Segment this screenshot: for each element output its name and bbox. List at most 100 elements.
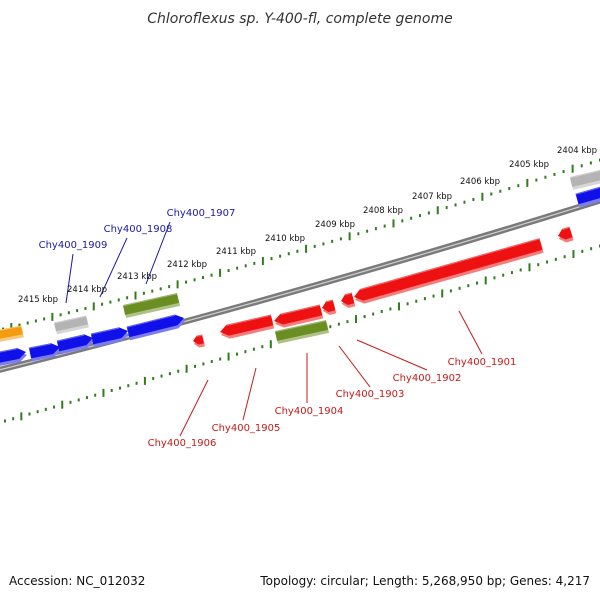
upper-scale-tick [142, 291, 145, 295]
gene-labels: Chy400_1907 Chy400_1908 Chy400_1909 Chy400_… [39, 208, 517, 449]
lower-scale-tick [528, 263, 531, 272]
kbp-markers: 2404 kbp 2405 kbp 2406 kbp 2407 kbp 2408 kbp… [18, 146, 597, 305]
lower-scale-tick [458, 286, 461, 290]
upper-scale-tick [176, 280, 179, 289]
lower-scale-tick [4, 419, 6, 423]
lower-scale-tick [110, 388, 113, 392]
lower-scale-tick [210, 359, 213, 363]
gene-forward-1908 [90, 327, 129, 348]
label-leader-line [242, 367, 257, 421]
upper-scale-tick [92, 302, 95, 311]
gene-reverse-1902 [341, 292, 356, 308]
lower-scale-tick [12, 417, 15, 421]
upper-scale-tick [296, 249, 299, 253]
upper-scale-tick [472, 197, 475, 201]
gene-label-reverse: Chy400_1902 [393, 373, 462, 384]
label-leader-line [179, 379, 209, 437]
lower-scale-tick [227, 352, 230, 361]
lower-scale-tick [502, 273, 505, 277]
upper-scale-tick [339, 237, 342, 241]
upper-scale-tick [51, 312, 54, 321]
lower-scale-tick [563, 255, 566, 259]
lower-scale-tick [380, 309, 383, 313]
lower-scale-tick [127, 384, 130, 388]
lower-scale-tick [102, 388, 105, 397]
upper-scale-tick [185, 280, 188, 284]
gene-grey-partial [569, 170, 600, 190]
lower-scale-tick [177, 369, 180, 373]
lower-scale-tick [261, 345, 264, 349]
lower-scale-tick [202, 362, 205, 366]
gene-label-reverse: Chy400_1904 [275, 406, 344, 417]
kbp-marker: 2409 kbp [315, 220, 355, 230]
lower-scale-tick [355, 315, 357, 324]
kbp-marker: 2410 kbp [265, 234, 305, 244]
upper-scale-tick [270, 257, 273, 261]
label-leader-line [356, 339, 428, 371]
upper-scale-tick [331, 239, 334, 243]
gene-grey-1909 [54, 315, 89, 335]
lower-scale-tick [143, 376, 146, 385]
upper-scale-tick [481, 192, 484, 201]
lower-scale-tick [53, 405, 56, 409]
upper-scale-tick [305, 244, 308, 253]
lower-scale-tick [372, 312, 375, 316]
gene-rna-upper [122, 293, 181, 318]
lower-scale-tick [423, 297, 426, 301]
kbp-marker: 2405 kbp [509, 160, 549, 170]
upper-scale-tick [59, 313, 62, 317]
upper-scale-tick [236, 266, 239, 270]
upper-scale-tick [374, 227, 377, 231]
upper-scale-tick [562, 170, 565, 174]
gene-features [0, 170, 600, 366]
lower-scale-tick [119, 386, 121, 390]
upper-scale-tick [76, 309, 79, 313]
lower-scale-tick [152, 376, 155, 380]
upper-scale-tick [287, 252, 290, 256]
label-leader-line [99, 237, 128, 298]
upper-scale-tick [313, 244, 316, 248]
gene-forward-partial [575, 186, 600, 208]
upper-scale-tick [580, 164, 583, 168]
lower-scale-tick [484, 276, 487, 285]
upper-scale-tick [219, 268, 222, 277]
lower-scale-tick [85, 396, 88, 400]
upper-scale-tick [366, 229, 369, 233]
upper-scale-tick [10, 323, 13, 332]
lower-scale-tick [185, 364, 188, 373]
lower-scale-tick [389, 307, 392, 311]
lower-scale-tick [537, 263, 540, 267]
lower-scale-tick [236, 352, 238, 356]
lower-scale-tick [77, 398, 80, 402]
genome-summary-text: Topology: circular; Length: 5,268,950 bp… [259, 574, 590, 588]
lower-scale-tick [590, 247, 593, 251]
kbp-marker: 2411 kbp [216, 247, 256, 257]
upper-scale-tick [151, 289, 154, 293]
upper-scale-tick [392, 219, 395, 228]
upper-scale-tick [454, 203, 457, 207]
gene-forward-1907 [126, 314, 185, 341]
upper-scale-tick [357, 232, 360, 236]
gene-label-reverse: Chy400_1901 [448, 357, 517, 368]
upper-scale-tick [101, 302, 104, 306]
lower-scale-tick [476, 281, 478, 285]
label-leader-line [65, 253, 74, 304]
lower-scale-tick [432, 294, 435, 298]
gene-label-reverse: Chy400_1903 [336, 389, 405, 400]
label-leader-line [458, 310, 483, 355]
lower-scale-tick [493, 276, 496, 280]
upper-scale-tick [517, 184, 520, 188]
kbp-marker: 2412 kbp [167, 260, 207, 270]
lower-scale-tick [135, 381, 138, 385]
upper-scale-tick [571, 164, 574, 173]
upper-scale-tick [43, 317, 46, 321]
upper-scale-tick [526, 178, 529, 187]
upper-scale-tick [227, 269, 230, 273]
gene-reverse-1905 [220, 314, 275, 339]
lower-scale-tick [441, 289, 444, 298]
lower-scale-tick [61, 400, 64, 409]
upper-scale-tick [410, 216, 413, 220]
upper-scale-tick [210, 273, 213, 277]
upper-scale-tick [261, 257, 264, 266]
lower-scale-tick [415, 299, 418, 303]
